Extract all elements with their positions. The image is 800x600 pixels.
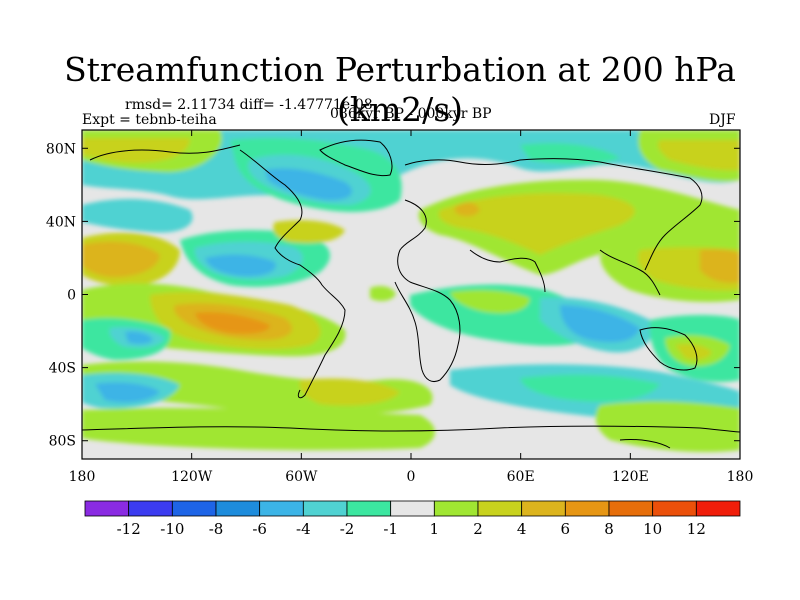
y-tick-label: 40S (49, 361, 76, 377)
colorbar-swatch (346, 500, 392, 517)
colorbar-label: -1 (383, 520, 398, 538)
colorbar-swatch (259, 500, 304, 517)
x-tick-label: 120W (171, 469, 213, 485)
colorbar-swatch (128, 500, 173, 517)
colorbar: -12 -10 -8 -6 -4 -2 -1 1 2 4 6 8 10 12 (84, 500, 741, 538)
colorbar-swatch (390, 500, 435, 517)
colorbar-swatch (608, 500, 654, 517)
colorbar-swatch (215, 500, 261, 517)
y-tick-label: 80N (46, 141, 76, 157)
colorbar-swatch (171, 500, 217, 517)
season-label: DJF (709, 112, 736, 128)
map-title: Streamfunction Perturbation at 200 hPa (… (64, 50, 736, 129)
experiment-label: Expt = tebnb-teiha (82, 112, 217, 128)
colorbar-swatch (433, 500, 479, 517)
period-label: 086kyr BP - 000kyr BP (330, 106, 492, 122)
colorbar-label: -2 (340, 520, 355, 538)
coastlines (82, 139, 740, 449)
colorbar-label: 2 (473, 520, 483, 538)
x-tick-label: 180 (727, 469, 754, 485)
colorbar-label: -12 (117, 520, 141, 538)
contour-field (82, 130, 740, 459)
colorbar-label: 6 (561, 520, 571, 538)
x-tick-label: 180 (69, 469, 96, 485)
colorbar-label: -10 (160, 520, 184, 538)
x-tick-label: 60W (285, 469, 318, 485)
colorbar-label: -4 (296, 520, 311, 538)
x-tick-label: 120E (612, 469, 649, 485)
colorbar-label: -8 (209, 520, 224, 538)
colorbar-swatch (652, 500, 697, 517)
colorbar-label: 4 (517, 520, 527, 538)
colorbar-label: 1 (430, 520, 440, 538)
colorbar-label: 8 (604, 520, 614, 538)
y-tick-label: 80S (49, 434, 76, 450)
colorbar-swatch (84, 500, 130, 517)
colorbar-label: -6 (252, 520, 267, 538)
axis-ticks: 80N 40N 0 40S 80S 180 120W 60W 0 60E 120E 180 (46, 130, 753, 485)
rmsd-diff-label: rmsd= 2.11734 diff= -1.47771e-08 (125, 97, 373, 113)
colorbar-swatch (477, 500, 523, 517)
y-tick-label: 40N (46, 214, 76, 230)
y-tick-label: 0 (67, 288, 76, 304)
colorbar-label: 12 (687, 520, 706, 538)
colorbar-swatch (564, 500, 610, 517)
x-tick-label: 0 (407, 469, 416, 485)
x-tick-label: 60E (507, 469, 535, 485)
colorbar-swatch (695, 500, 741, 517)
colorbar-swatch (302, 500, 348, 517)
colorbar-label: 10 (643, 520, 662, 538)
colorbar-swatch (521, 500, 566, 517)
